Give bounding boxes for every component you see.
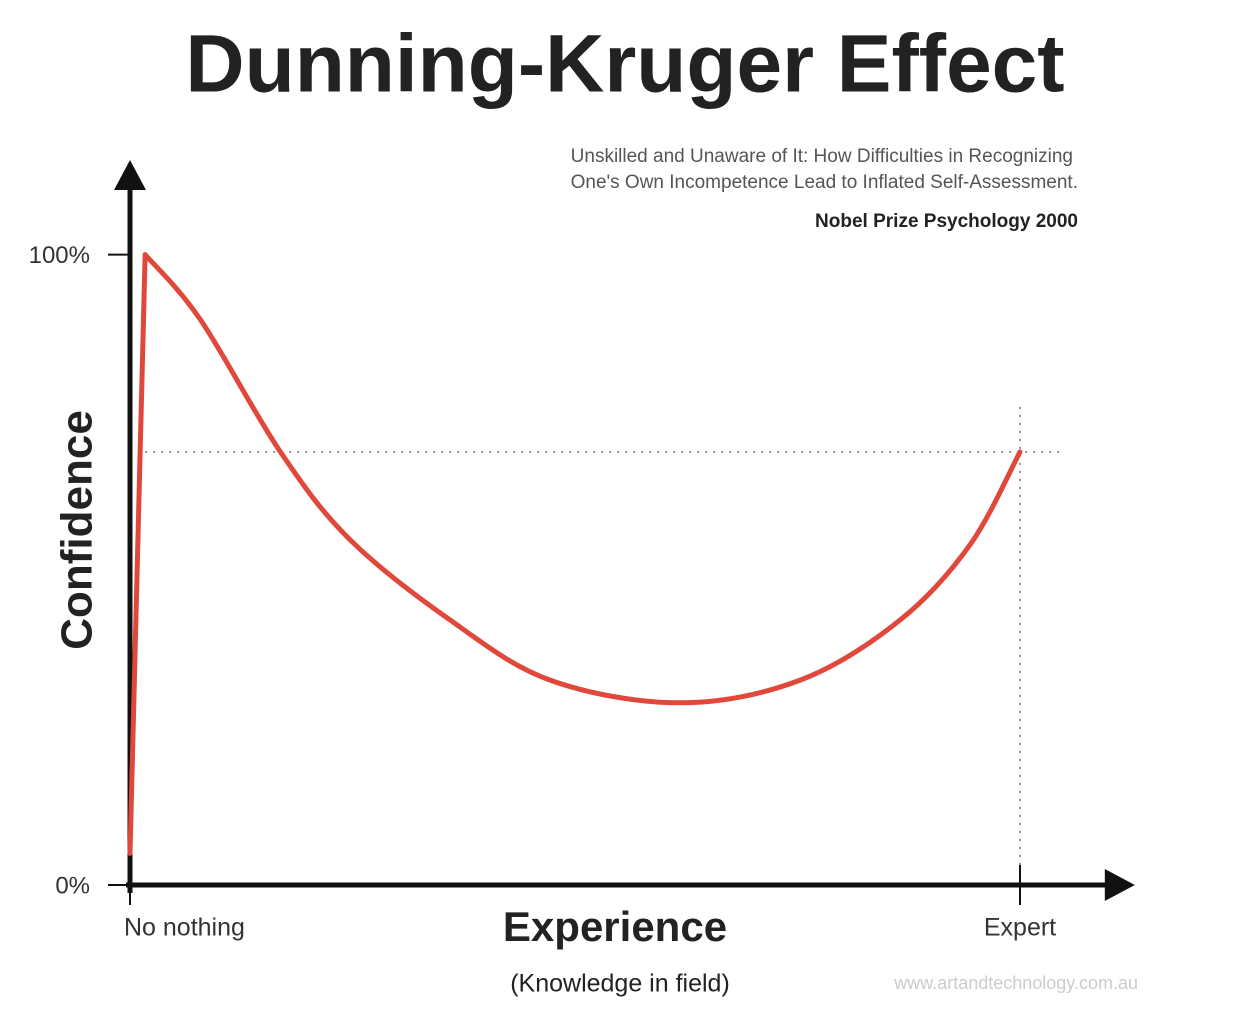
y-tick-label: 100% (29, 242, 90, 269)
watermark: www.artandtechnology.com.au (893, 973, 1138, 993)
x-axis-label: Experience (503, 903, 727, 950)
y-axis-label: Confidence (53, 410, 102, 650)
x-axis-arrow (1104, 869, 1135, 901)
x-axis-sublabel: (Knowledge in field) (510, 970, 730, 998)
source-note: Nobel Prize Psychology 2000 (815, 211, 1078, 232)
y-tick-label: 0% (55, 872, 90, 899)
x-tick-label: No nothing (124, 914, 245, 942)
y-axis-arrow (114, 160, 146, 190)
x-tick-label: Expert (984, 914, 1056, 942)
subtitle: One's Own Incompetence Lead to Inflated … (571, 172, 1078, 193)
subtitle: Unskilled and Unaware of It: How Difficu… (571, 146, 1073, 167)
chart-title: Dunning-Kruger Effect (185, 19, 1064, 110)
line-series (127, 252, 1023, 856)
